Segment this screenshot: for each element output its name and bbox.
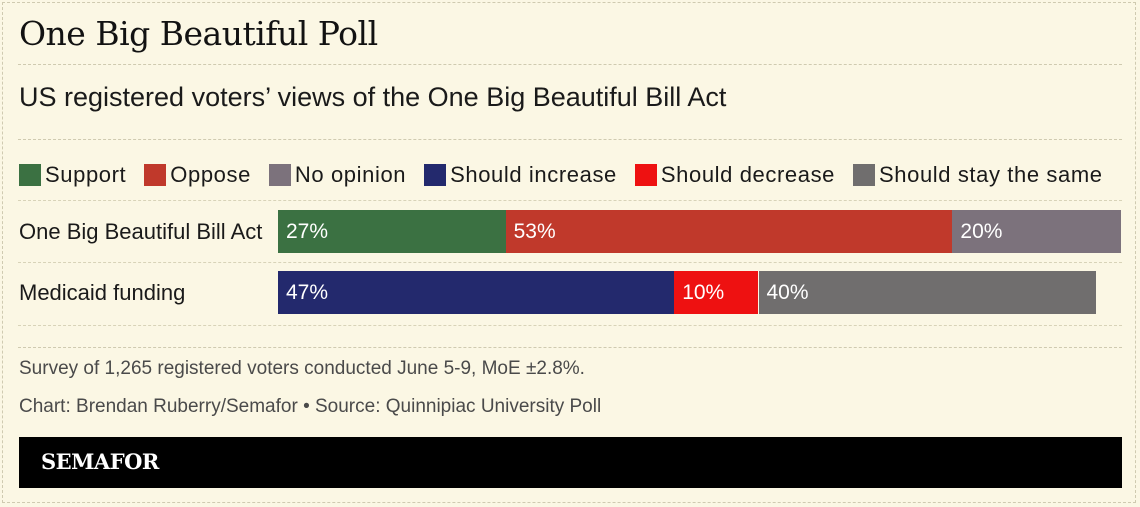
- chart-subtitle: US registered voters’ views of the One B…: [19, 82, 727, 112]
- notes-divider: [18, 347, 1122, 348]
- title-divider: [18, 64, 1122, 65]
- row-separator: [18, 200, 1122, 201]
- legend-item: Oppose: [144, 162, 251, 188]
- legend-item: Should decrease: [634, 162, 836, 188]
- row-separator: [18, 325, 1122, 326]
- legend-swatch: [19, 164, 41, 186]
- row-separator: [18, 262, 1122, 263]
- bar-segment: 53%: [505, 210, 953, 253]
- legend-swatch: [853, 164, 876, 186]
- legend-label: Should decrease: [660, 162, 836, 187]
- semafor-logo: SEMAFOR: [41, 449, 159, 474]
- legend-item: Should stay the same: [853, 162, 1103, 188]
- bar-segment: 10%: [674, 271, 759, 314]
- legend-item: No opinion: [268, 162, 407, 188]
- category-label: One Big Beautiful Bill Act: [19, 219, 263, 244]
- legend-item: Support: [19, 162, 126, 188]
- survey-note: Survey of 1,265 registered voters conduc…: [19, 358, 585, 379]
- chart-title: One Big Beautiful Poll: [19, 14, 378, 53]
- legend-swatch: [634, 164, 657, 186]
- category-label: Medicaid funding: [19, 280, 186, 305]
- subtitle-divider: [18, 139, 1122, 140]
- bar-segment: 20%: [952, 210, 1121, 253]
- legend-label: Oppose: [170, 162, 251, 187]
- legend-label: No opinion: [294, 162, 407, 187]
- bar-segment: 40%: [758, 271, 1096, 314]
- bar-segment: 27%: [278, 210, 506, 253]
- legend-swatch: [424, 164, 447, 186]
- footer-bar: SEMAFOR: [19, 437, 1122, 488]
- credit-note: Chart: Brendan Ruberry/Semafor • Source:…: [19, 396, 602, 417]
- bar-segment: 47%: [278, 271, 675, 314]
- legend-label: Support: [45, 162, 127, 187]
- legend-item: Should increase: [424, 162, 617, 188]
- legend-label: Should increase: [450, 162, 617, 187]
- legend: Support Oppose No opinion Should increase Sh…: [19, 161, 1103, 189]
- legend-swatch: [268, 164, 291, 186]
- legend-swatch: [144, 164, 167, 186]
- legend-label: Should stay the same: [879, 162, 1103, 187]
